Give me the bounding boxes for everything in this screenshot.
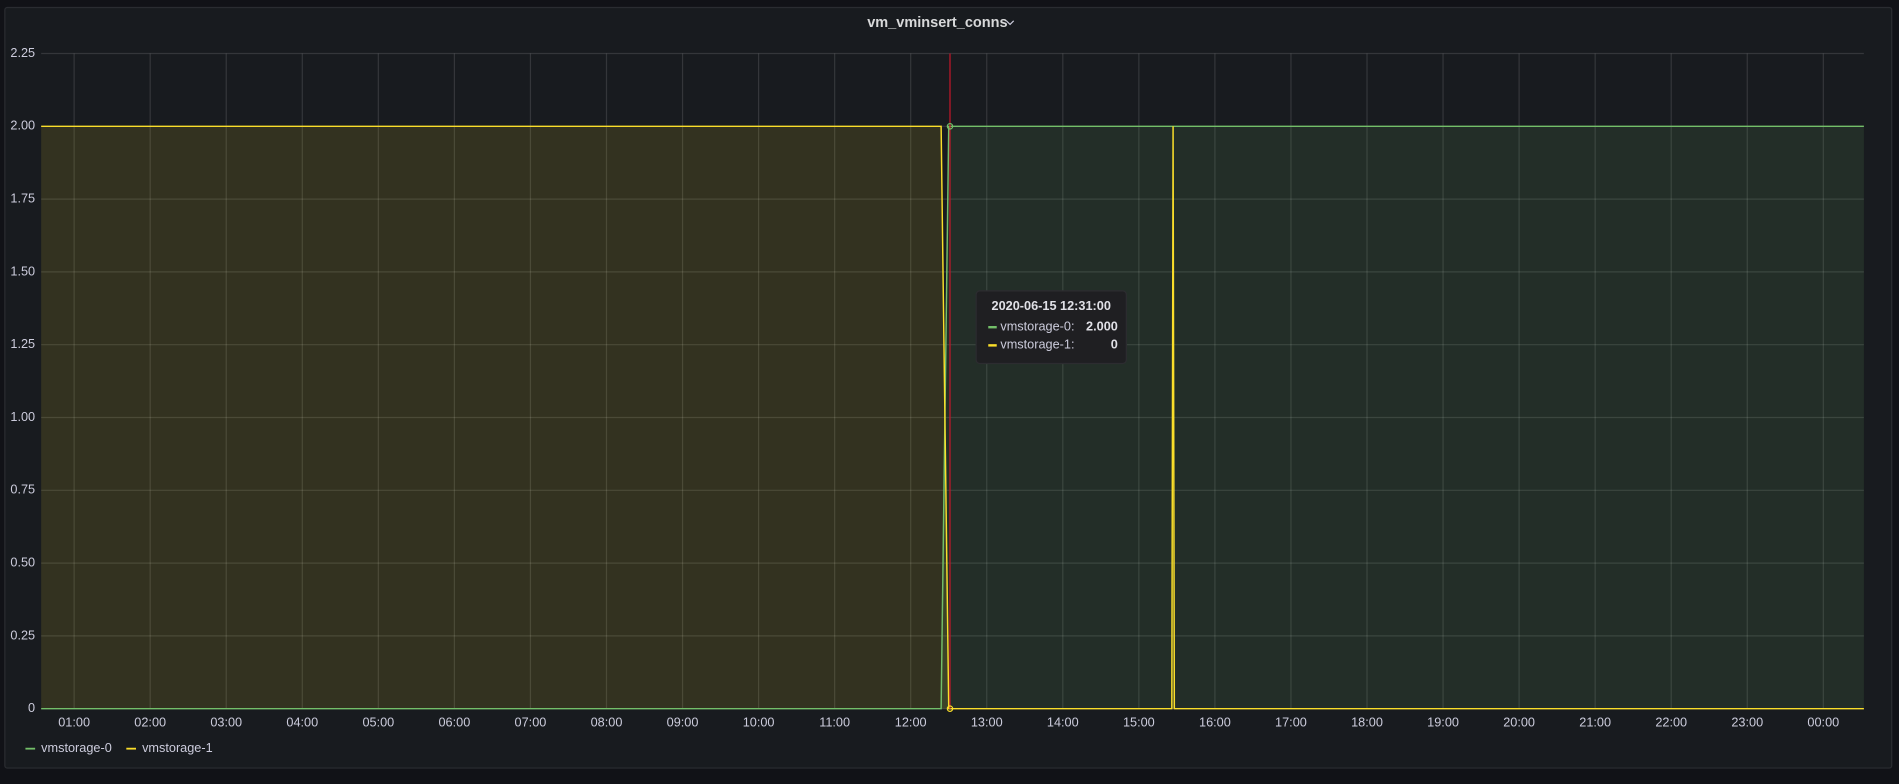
tooltip-label: vmstorage-0: <box>1000 319 1074 334</box>
x-tick-label: 11:00 <box>819 715 850 730</box>
tooltip-label: vmstorage-1: <box>1000 337 1074 352</box>
series-area <box>41 126 1864 709</box>
y-tick-label: 0.75 <box>10 482 35 497</box>
x-tick-label: 17:00 <box>1275 715 1307 730</box>
x-tick-label: 14:00 <box>1047 715 1079 730</box>
hover-point <box>946 705 954 712</box>
series-line <box>41 125 1864 710</box>
x-tick-label: 21:00 <box>1579 715 1611 730</box>
x-tick-label: 23:00 <box>1731 715 1763 730</box>
panel <box>4 6 1893 769</box>
x-tick-label: 08:00 <box>591 715 623 730</box>
series-area <box>41 126 1864 709</box>
x-tick-label: 22:00 <box>1655 715 1687 730</box>
x-tick-label: 09:00 <box>667 715 699 730</box>
x-tick-label: 03:00 <box>210 715 242 730</box>
x-tick-label: 04:00 <box>286 715 318 730</box>
panel-title[interactable]: vm_vminsert_conns <box>867 15 1007 31</box>
y-tick-label: 2.25 <box>10 45 35 60</box>
tooltip-value: 2.000 <box>1086 319 1118 334</box>
lines <box>41 125 1864 710</box>
x-tick-label: 19:00 <box>1427 715 1459 730</box>
x-tick-label: 06:00 <box>438 715 470 730</box>
x-tick-label: 12:00 <box>895 715 927 730</box>
x-tick-label: 07:00 <box>515 715 547 730</box>
legend-label[interactable]: vmstorage-1 <box>142 740 213 755</box>
x-tick-label: 05:00 <box>362 715 394 730</box>
hover-point <box>946 123 954 130</box>
tooltip-box <box>975 290 1127 365</box>
y-tick-label: 1.25 <box>10 336 35 351</box>
y-tick-label: 1.50 <box>10 263 35 278</box>
x-tick-label: 15:00 <box>1123 715 1155 730</box>
legend: vmstorage-0 vmstorage-1 <box>25 740 213 755</box>
y-tick-label: 0 <box>28 700 35 715</box>
x-tick-label: 18:00 <box>1351 715 1383 730</box>
series-line <box>41 125 1864 710</box>
x-tick-label: 02:00 <box>134 715 166 730</box>
x-tick-label: 00:00 <box>1807 715 1839 730</box>
x-tick-label: 10:00 <box>743 715 775 730</box>
x-tick-label: 13:00 <box>971 715 1003 730</box>
legend-label[interactable]: vmstorage-0 <box>41 740 112 755</box>
hover: 2020-06-15 12:31:00 vmstorage-0: 2.000 vmst… <box>946 53 1127 712</box>
x-tick-label: 16:00 <box>1199 715 1231 730</box>
y-tick-label: 1.00 <box>10 409 35 424</box>
x-tick-label: 20:00 <box>1503 715 1535 730</box>
title-chevron[interactable] <box>1005 20 1015 26</box>
tooltip-title: 2020-06-15 12:31:00 <box>992 298 1111 313</box>
y-tick-label: 0.50 <box>10 554 35 569</box>
areas <box>41 126 1864 709</box>
y-tick-label: 2.00 <box>10 118 35 133</box>
x-tick-label: 01:00 <box>58 715 90 730</box>
tooltip-value: 0 <box>1111 337 1118 352</box>
y-tick-label: 0.25 <box>10 627 35 642</box>
axes: 0 0.25 0.50 0.75 1.00 1.25 1.50 1.75 2.00 2.25 01:… <box>10 45 1839 730</box>
y-tick-label: 1.75 <box>10 190 35 205</box>
